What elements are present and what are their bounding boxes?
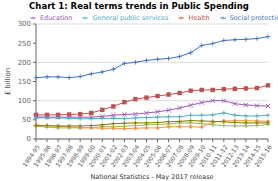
- html-text:Health: Health: [188, 14, 210, 22]
- svg-text:2010-11: 2010-11: [197, 143, 218, 168]
- svg-text:1996-97: 1996-97: [42, 143, 63, 168]
- svg-text:National Statistics - May 2017: National Statistics - May 2017 release: [90, 173, 213, 181]
- svg-text:2005-06: 2005-06: [142, 143, 163, 168]
- svg-text:2002-03: 2002-03: [109, 143, 130, 168]
- svg-text:2009-10: 2009-10: [186, 143, 207, 168]
- svg-text:£ billion: £ billion: [8, 68, 12, 96]
- svg-text:250: 250: [18, 40, 31, 48]
- html-text:General public services: General public services: [92, 14, 169, 22]
- svg-text:200: 200: [18, 59, 31, 67]
- svg-text:2015-16: 2015-16: [253, 143, 270, 168]
- svg-text:2001-02: 2001-02: [98, 143, 119, 168]
- svg-text:2012-13: 2012-13: [219, 143, 240, 168]
- svg-text:2006-07: 2006-07: [153, 143, 174, 168]
- svg-text:100: 100: [18, 97, 31, 105]
- svg-text:1998-99: 1998-99: [65, 143, 86, 168]
- html-text:Education: Education: [40, 14, 73, 22]
- svg-text:2004-05: 2004-05: [131, 143, 152, 168]
- svg-text:2003-04: 2003-04: [120, 143, 141, 168]
- svg-text:1995-96: 1995-96: [31, 143, 52, 168]
- svg-text:1997-98: 1997-98: [53, 143, 75, 168]
- svg-text:0: 0: [27, 135, 31, 143]
- svg-text:2013-14: 2013-14: [230, 143, 251, 168]
- svg-text:2007-08: 2007-08: [164, 143, 185, 168]
- svg-text:1999-00: 1999-00: [76, 143, 97, 168]
- svg-text:2000-01: 2000-01: [87, 143, 108, 168]
- svg-text:2008-09: 2008-09: [175, 143, 196, 168]
- svg-text:2014-15: 2014-15: [241, 143, 262, 168]
- svg-text:1994-95: 1994-95: [20, 143, 41, 168]
- svg-text:50: 50: [22, 116, 31, 124]
- svg-text:2011-12: 2011-12: [208, 143, 229, 168]
- svg-text:300: 300: [18, 20, 31, 28]
- svg-text:150: 150: [18, 78, 31, 86]
- html-text:Chart 1: Real terms trends in: Chart 1: Real terms trends in Public Spe…: [29, 1, 249, 11]
